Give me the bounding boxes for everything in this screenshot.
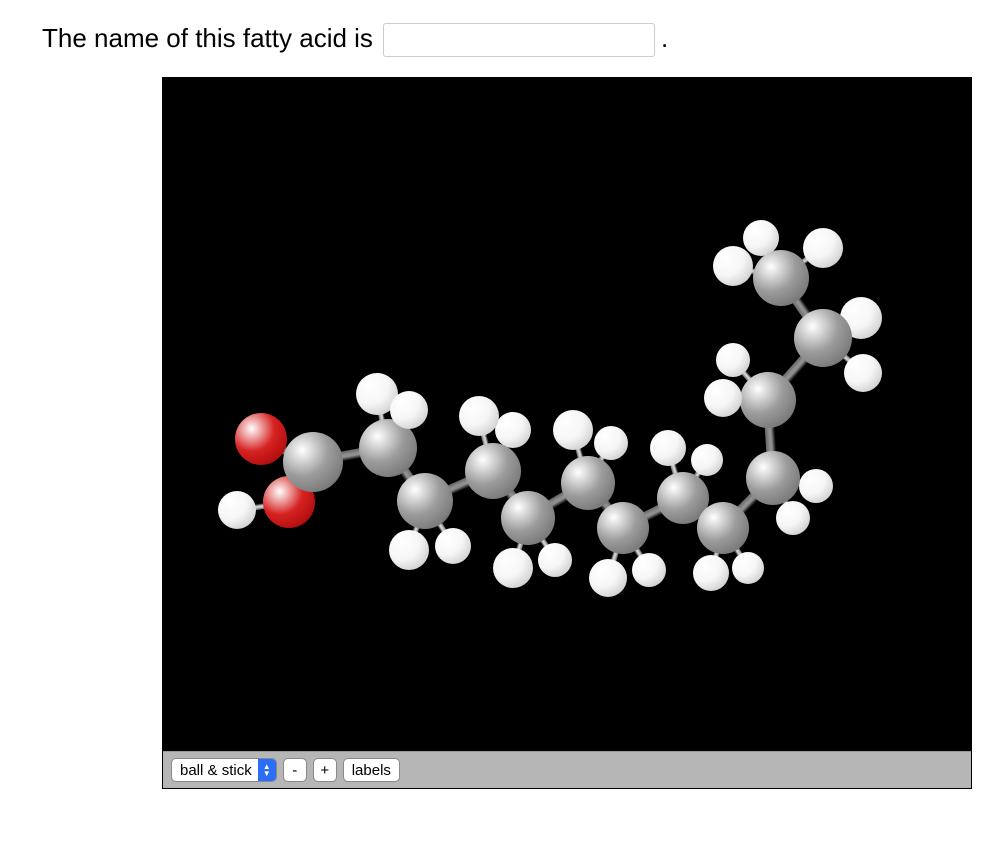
atom-h (693, 555, 729, 591)
atom-h (691, 444, 723, 476)
labels-button[interactable]: labels (343, 758, 400, 782)
plus-icon: + (320, 762, 329, 779)
atom-h (799, 469, 833, 503)
render-style-select[interactable]: ball & stick ▲▼ (171, 758, 277, 782)
atom-h (435, 528, 471, 564)
atom-c (501, 491, 555, 545)
atom-h (713, 246, 753, 286)
atom-c (697, 502, 749, 554)
zoom-out-button[interactable]: - (283, 758, 307, 782)
atom-h (553, 410, 593, 450)
zoom-in-button[interactable]: + (313, 758, 337, 782)
page-root: The name of this fatty acid is . ball & … (0, 0, 1007, 842)
atom-h (732, 552, 764, 584)
atom-h (390, 391, 428, 429)
atom-h (495, 412, 531, 448)
question-row: The name of this fatty acid is . (42, 20, 977, 57)
atom-c (283, 432, 343, 492)
atom-c (465, 443, 521, 499)
atom-h (594, 426, 628, 460)
atom-c (753, 250, 809, 306)
question-terminator: . (661, 23, 668, 54)
render-style-selected: ball & stick (180, 762, 258, 779)
atom-h (650, 430, 686, 466)
atom-h (218, 491, 256, 529)
atom-h (844, 354, 882, 392)
atom-h (589, 559, 627, 597)
atom-c (746, 451, 800, 505)
answer-input[interactable] (383, 23, 655, 57)
molecule-viewer-container: ball & stick ▲▼ - + labels (162, 77, 972, 789)
atom-c (597, 502, 649, 554)
atom-c (794, 309, 852, 367)
atom-c (561, 456, 615, 510)
molecule-canvas[interactable] (163, 78, 971, 751)
atom-h (716, 343, 750, 377)
viewer-toolbar: ball & stick ▲▼ - + labels (163, 751, 971, 788)
atom-h (538, 543, 572, 577)
atom-h (493, 548, 533, 588)
labels-button-text: labels (352, 762, 391, 779)
atom-h (704, 379, 742, 417)
atom-h (632, 553, 666, 587)
atom-h (389, 530, 429, 570)
molecule-viewer: ball & stick ▲▼ - + labels (162, 77, 972, 789)
atom-o (235, 413, 287, 465)
atom-h (776, 501, 810, 535)
minus-icon: - (292, 762, 297, 779)
atom-c (397, 473, 453, 529)
atom-h (803, 228, 843, 268)
select-stepper-icon: ▲▼ (258, 759, 276, 781)
question-text: The name of this fatty acid is (42, 23, 373, 54)
atom-h (459, 396, 499, 436)
atom-c (740, 372, 796, 428)
